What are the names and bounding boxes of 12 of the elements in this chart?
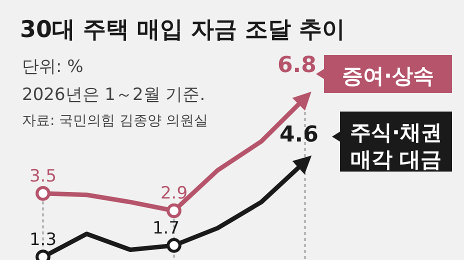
legend-label: 주식·채권 매각 대금 <box>350 120 442 172</box>
chart-title: 30대 주택 매입 자금 조달 추이 <box>20 17 346 43</box>
data-label: 2.9 <box>160 184 188 204</box>
legend-label: 증여·상속 <box>342 64 434 88</box>
data-label: 6.8 <box>278 53 316 78</box>
data-label: 3.5 <box>29 166 57 186</box>
data-label: 1.3 <box>29 230 57 250</box>
text: 단위: % <box>22 57 84 77</box>
annotation: 자료: 국민의힘 김종양 의원실 <box>22 113 208 129</box>
data-label: 4.6 <box>280 122 318 148</box>
annotation: 2026년은 1～2월 기준. <box>22 85 206 105</box>
data-label: 1.7 <box>152 218 180 238</box>
